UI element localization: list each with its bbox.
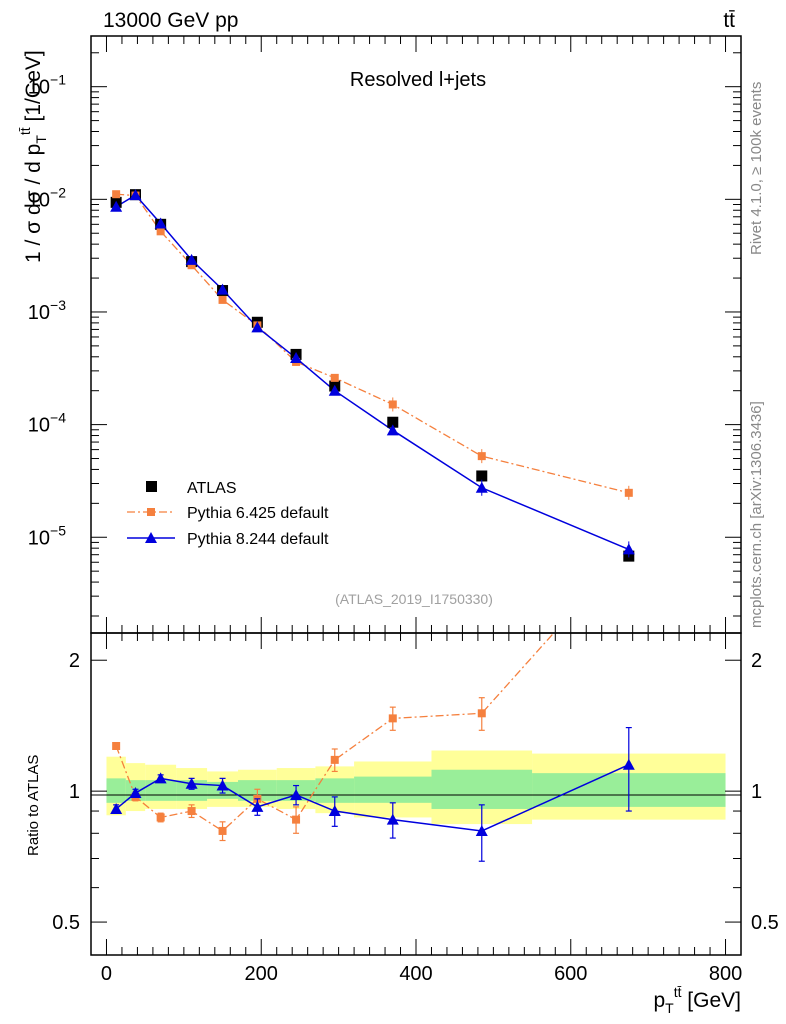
ratio-point-pythia8 — [185, 777, 198, 789]
x-axis-label: pTtt̄ [GeV] — [653, 984, 741, 1016]
data-point-pythia8 — [216, 283, 229, 295]
data-point-pythia8 — [386, 424, 399, 436]
data-point-pythia6 — [218, 295, 227, 304]
ratio-band-inner — [176, 780, 208, 801]
ratio-frame — [90, 632, 742, 956]
process-label: tt̄ — [723, 9, 735, 32]
ratio-point-pythia8 — [154, 772, 167, 784]
main-y-tick-label: 10−3 — [28, 297, 66, 324]
ratio-point-pythia8 — [129, 787, 142, 799]
x-tick-label: 400 — [399, 963, 432, 985]
ratio-ticks: 0 200 400 600 800 0.5 0.5 1 1 2 2 — [52, 633, 779, 985]
legend: ATLAS Pythia 6.425 default Pythia 8.244 … — [127, 480, 329, 548]
legend-label-pythia6: Pythia 6.425 default — [187, 505, 329, 522]
ratio-band-inner — [106, 778, 126, 803]
energy-label: 13000 GeV pp — [103, 9, 238, 32]
main-y-tick-label: 10−1 — [28, 72, 66, 99]
ratio-y-tick-label: 0.5 — [52, 912, 80, 934]
ratio-y-tick-label: 2 — [69, 650, 80, 672]
ratio-point-pythia6 — [156, 813, 165, 822]
data-point-pythia6 — [477, 452, 486, 461]
ratio-point-pythia6 — [187, 807, 196, 816]
ratio-point-pythia8 — [216, 779, 229, 791]
legend-marker-pythia6 — [147, 508, 155, 516]
ratio-band-inner — [431, 769, 533, 809]
series-line-pythia6 — [116, 193, 629, 494]
ratio-plot: 0 200 400 600 800 0.5 0.5 1 1 2 2 Ratio to ATLAS p… — [25, 632, 779, 1016]
rivet-label: Rivet 4.1.0, ≥ 100k events — [748, 82, 765, 255]
x-tick-label: 800 — [709, 963, 742, 985]
data-point-pythia6 — [156, 227, 165, 236]
x-tick-label: 200 — [245, 963, 278, 985]
ratio-point-pythia6 — [292, 815, 301, 824]
mcplots-label: mcplots.cern.ch [arXiv:1306.3436] — [748, 401, 765, 628]
data-point-pythia8 — [110, 200, 123, 212]
ratio-line-pythia6 — [115, 633, 555, 832]
data-point-pythia8 — [290, 352, 303, 364]
ratio-point-pythia8 — [290, 788, 303, 800]
data-point-pythia8 — [154, 217, 167, 229]
data-point-pythia6 — [624, 488, 633, 497]
ratio-y-tick-label-right: 0.5 — [751, 912, 779, 934]
legend-marker-pythia8 — [145, 532, 157, 543]
data-point-atlas — [387, 416, 399, 428]
ratio-point-pythia6 — [477, 709, 486, 718]
legend-label-atlas: ATLAS — [187, 480, 237, 497]
data-point-pythia8 — [251, 321, 264, 333]
data-point-pythia8 — [622, 543, 635, 555]
analysis-label: (ATLAS_2019_I1750330) — [335, 591, 493, 607]
main-ticks: 10−1 10−2 10−3 10−4 10−5 — [28, 36, 741, 633]
data-point-pythia8 — [129, 189, 142, 201]
ratio-point-pythia8 — [328, 805, 341, 817]
legend-label-pythia8: Pythia 8.244 default — [187, 531, 329, 548]
main-marks — [110, 189, 635, 562]
ratio-point-pythia6 — [330, 755, 339, 764]
data-point-pythia6 — [187, 261, 196, 270]
x-tick-label: 600 — [554, 963, 587, 985]
ratio-point-pythia8 — [251, 800, 264, 812]
data-point-pythia6 — [388, 400, 397, 409]
ratio-point-pythia8 — [622, 758, 635, 770]
ratio-marks — [110, 633, 635, 862]
ratio-y-tick-label-right: 1 — [751, 781, 762, 803]
main-plot: 10−1 10−2 10−3 10−4 10−5 Resolved l+jets (AT… — [17, 35, 742, 634]
data-point-pythia6 — [330, 373, 339, 382]
main-y-tick-label: 10−2 — [28, 184, 66, 211]
data-point-pythia8 — [185, 253, 198, 265]
x-tick-label: 0 — [101, 963, 112, 985]
ratio-point-pythia6 — [388, 714, 397, 723]
ratio-point-pythia6 — [112, 741, 121, 750]
main-y-axis-label: 1 / σ dσ / d pTtt̄ [1/GeV] — [17, 50, 49, 263]
data-point-atlas — [476, 470, 488, 482]
ratio-series-group — [110, 633, 635, 862]
data-point-pythia8 — [328, 384, 341, 396]
ratio-y-tick-label-right: 2 — [751, 650, 762, 672]
ratio-y-tick-label: 1 — [69, 781, 80, 803]
ratio-band-inner — [354, 776, 432, 803]
data-point-pythia6 — [112, 190, 121, 199]
ratio-point-pythia8 — [475, 824, 488, 836]
ratio-y-axis-label: Ratio to ATLAS — [25, 755, 42, 856]
legend-marker-atlas — [146, 481, 157, 492]
ratio-band-inner — [145, 780, 177, 801]
ratio-point-pythia8 — [110, 802, 123, 814]
main-title: Resolved l+jets — [350, 69, 486, 91]
ratio-bands — [106, 750, 726, 825]
ratio-point-pythia6 — [218, 826, 227, 835]
ratio-point-pythia8 — [386, 813, 399, 825]
main-y-tick-label: 10−5 — [28, 522, 66, 549]
main-y-tick-label: 10−4 — [28, 410, 66, 437]
data-point-pythia8 — [475, 481, 488, 493]
